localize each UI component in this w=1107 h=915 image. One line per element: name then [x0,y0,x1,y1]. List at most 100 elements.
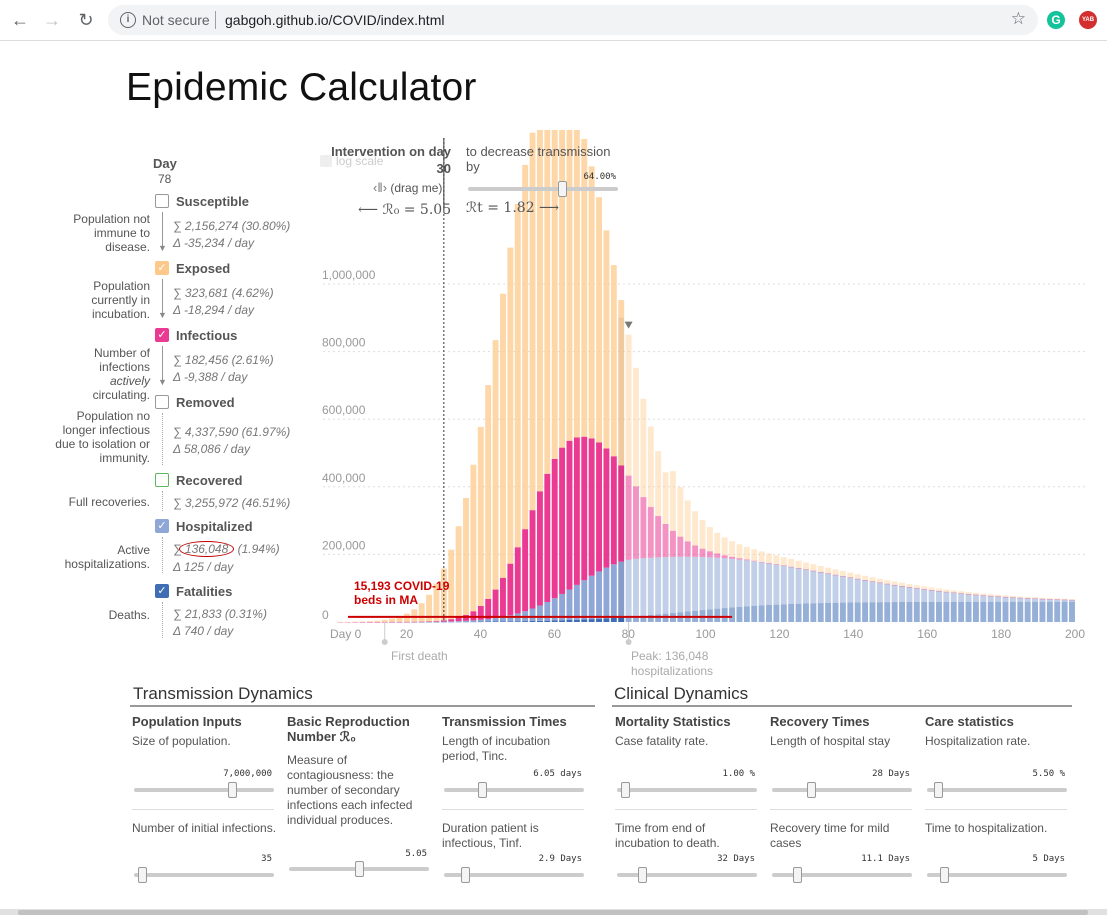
exposed-bar [1039,597,1046,599]
exposed-bar [972,592,979,595]
removed-connector [162,413,163,465]
fatalities-bar [943,601,950,622]
infectious-bar [610,456,617,565]
hospitalized-bar [559,593,566,621]
param-slider-handle-2[interactable] [793,867,802,883]
param-slider-handle[interactable] [807,782,816,798]
reload-icon[interactable]: ↻ [78,10,94,30]
infectious-bar [500,577,506,617]
param-slider-track-2[interactable] [772,873,912,877]
param-slider-handle[interactable] [621,782,630,798]
log-scale-checkbox[interactable] [320,155,332,167]
hospitalized-bar [751,561,758,606]
hospitalized-bar [987,595,994,602]
x-tick-label: 60 [548,627,562,641]
exposed-bar [1009,595,1016,598]
recovered-checkbox[interactable] [155,473,169,487]
param-slider-handle[interactable] [934,782,943,798]
exposed-bar [352,621,359,623]
param-slider-track-2[interactable] [444,873,584,877]
fatalities-bar [891,602,898,622]
param-slider-handle-2[interactable] [461,867,470,883]
log-scale-toggle[interactable]: log scale [320,154,383,168]
hospitalized-bar [640,558,647,616]
param-slider-track[interactable] [134,788,274,792]
back-arrow-icon[interactable]: ← [11,10,29,30]
hospitalized-bar [610,564,617,618]
infectious-bar [396,621,403,623]
exposed-bar [766,553,772,564]
param-slider-handle[interactable] [478,782,487,798]
decrease-slider-track[interactable] [468,187,618,191]
clinical-rule [612,705,1072,707]
fatalities-bar [839,602,846,622]
info-icon[interactable]: i [120,12,136,28]
exposed-bar [795,560,802,569]
param-slider-handle[interactable] [228,782,237,798]
fatalities-bar [647,615,654,622]
param-column-head: Transmission Times [442,714,567,729]
infectious-bar [647,507,654,558]
param-slider-track-2[interactable] [927,873,1067,877]
param-slider-track[interactable] [927,788,1067,792]
fatalities-bar [729,607,736,622]
exposed-bar [780,557,787,566]
y-tick-label: 200,000 [322,538,366,552]
epidemic-chart[interactable]: 0 200,000 400,000 600,000 800,000 1,000,000 Da… [300,130,1100,670]
param-slider-handle-2[interactable] [355,861,364,877]
param-slider-track[interactable] [617,788,757,792]
infectious-bar [433,621,440,622]
hospitalized-bar [455,621,462,622]
infectious-bar [544,473,551,602]
hospitalized-bar [448,621,455,622]
hospitalized-checkbox[interactable]: ✓ [155,519,169,533]
fatalities-bar [566,620,573,622]
fatalities-bar [455,621,462,623]
drag-handle[interactable]: ‹‖› (drag me) [373,180,442,195]
fatalities-bar [758,605,765,622]
exposed-bar [684,500,691,542]
hospitalized-bar [995,596,1002,602]
infectious-bar [470,611,477,621]
susceptible-checkbox[interactable] [155,194,169,208]
fatalities-bar [426,621,433,623]
hospitalized-bar [669,556,676,613]
hospitalized-bar [618,561,625,618]
param-slider-track[interactable] [444,788,584,792]
infectious-checkbox[interactable]: ✓ [155,328,169,342]
yab-extension-icon[interactable]: YAB [1079,11,1097,29]
fatalities-bar [788,603,795,622]
param-slider-handle-2[interactable] [138,867,147,883]
param-slider-track[interactable] [772,788,912,792]
exposed-bar [936,588,942,591]
bookmark-star-icon[interactable]: ☆ [1010,9,1026,28]
exposed-connector [162,279,163,315]
exposed-bar [426,594,433,622]
drag-label: (drag me) [390,181,443,195]
hospitalized-bar [817,572,824,604]
grammarly-extension-icon[interactable]: G [1047,11,1065,29]
infectious-bar [869,581,876,582]
infectious-bar [366,621,373,623]
fatalities-bar [640,615,647,622]
fatalities-bar [603,618,610,622]
hospitalized-bar [795,568,802,604]
param-slider-track-2[interactable] [617,873,757,877]
param-slider-handle-2[interactable] [940,867,949,883]
scrollbar-thumb[interactable] [18,910,1088,915]
removed-checkbox[interactable] [155,395,169,409]
fatalities-checkbox[interactable]: ✓ [155,584,169,598]
infectious-bar [522,529,529,612]
fatalities-bar [869,602,876,622]
param-slider-track-2[interactable] [134,873,274,877]
infectious-bar [677,536,684,557]
decrease-slider-handle[interactable] [558,181,568,197]
param-desc: Case fatality rate. [615,734,709,748]
address-bar[interactable]: i Not secure gabgoh.github.io/COVID/inde… [108,5,1038,35]
forward-arrow-icon[interactable]: → [43,10,61,30]
infectious-bar [477,606,484,620]
param-slider-handle-2[interactable] [638,867,647,883]
exposed-checkbox[interactable]: ✓ [155,261,169,275]
drag-handle-icon[interactable]: ‹‖› [373,180,388,195]
url-text[interactable]: gabgoh.github.io/COVID/index.html [225,12,445,28]
